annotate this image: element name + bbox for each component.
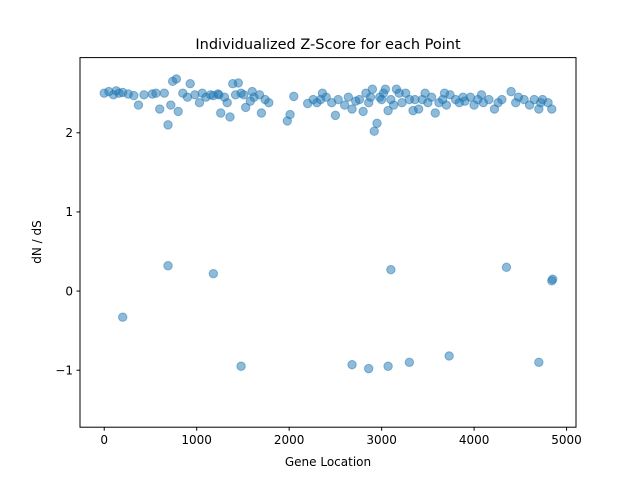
data-point	[444, 351, 454, 361]
x-tick-label: 2000	[274, 433, 305, 447]
data-point	[163, 261, 173, 271]
data-point	[333, 94, 343, 105]
data-point	[151, 88, 161, 98]
y-tick-label: 2	[65, 126, 73, 140]
data-point	[225, 112, 235, 122]
data-point	[285, 109, 295, 120]
plot-frame	[79, 57, 577, 428]
data-point	[214, 90, 224, 100]
y-tick-label: −1	[55, 364, 73, 378]
data-point	[216, 108, 226, 118]
data-point	[388, 100, 399, 110]
data-point	[365, 92, 376, 102]
data-point	[363, 363, 374, 374]
data-point	[548, 274, 558, 284]
data-point	[339, 100, 350, 110]
data-point	[354, 94, 365, 105]
data-point	[404, 357, 415, 367]
data-point	[247, 86, 257, 97]
data-point	[383, 361, 393, 371]
data-point	[185, 79, 195, 89]
x-tick-label: 4000	[459, 433, 490, 447]
data-point	[330, 110, 341, 121]
data-point	[289, 91, 299, 102]
data-point	[426, 92, 437, 102]
y-tick-label: 0	[65, 284, 73, 298]
data-point	[439, 88, 450, 98]
data-point	[501, 262, 512, 273]
data-point	[155, 104, 165, 114]
data-point	[118, 312, 128, 322]
data-point	[264, 98, 274, 108]
x-axis-label: Gene Location	[285, 455, 371, 469]
x-tick-label: 0	[100, 433, 108, 447]
data-point	[208, 268, 219, 279]
data-point	[256, 108, 267, 118]
data-point	[239, 90, 249, 100]
data-point	[372, 118, 382, 128]
data-point	[547, 104, 557, 114]
x-axis: 0 1000 2000 3000 4000 5000	[100, 427, 582, 447]
data-point	[369, 126, 379, 136]
data-point	[476, 90, 487, 100]
data-point	[139, 90, 149, 100]
data-point	[519, 94, 529, 105]
data-point	[386, 265, 396, 275]
data-point	[222, 98, 232, 108]
data-point	[347, 104, 357, 114]
data-point	[159, 88, 170, 98]
data-point	[430, 108, 440, 118]
x-tick-label: 5000	[551, 433, 582, 447]
data-point	[347, 359, 357, 370]
data-point	[534, 357, 544, 367]
data-point	[173, 106, 183, 117]
x-tick-label: 3000	[366, 433, 397, 447]
data-point	[166, 100, 176, 110]
data-point	[506, 86, 516, 97]
data-point	[343, 92, 354, 102]
y-axis-label: dN / dS	[30, 220, 44, 264]
data-point	[367, 84, 378, 94]
data-point	[383, 105, 393, 116]
data-point	[413, 104, 424, 114]
y-axis: −1 0 1 2	[55, 126, 80, 378]
data-point	[233, 78, 244, 88]
x-tick-label: 1000	[181, 433, 212, 447]
data-point	[321, 92, 331, 102]
data-point	[358, 106, 368, 117]
data-point	[484, 94, 494, 105]
data-point	[241, 102, 251, 113]
data-point	[236, 361, 246, 371]
data-point	[380, 84, 391, 94]
data-point	[129, 90, 139, 101]
y-tick-label: 1	[65, 205, 73, 219]
data-point	[458, 92, 468, 102]
data-point	[194, 98, 205, 108]
data-point	[497, 94, 507, 105]
chart-title: Individualized Z-Score for each Point	[195, 37, 461, 53]
data-point	[133, 100, 144, 110]
data-point	[163, 120, 173, 130]
data-point	[441, 100, 452, 110]
points-layer	[99, 74, 558, 374]
data-point	[171, 74, 182, 84]
